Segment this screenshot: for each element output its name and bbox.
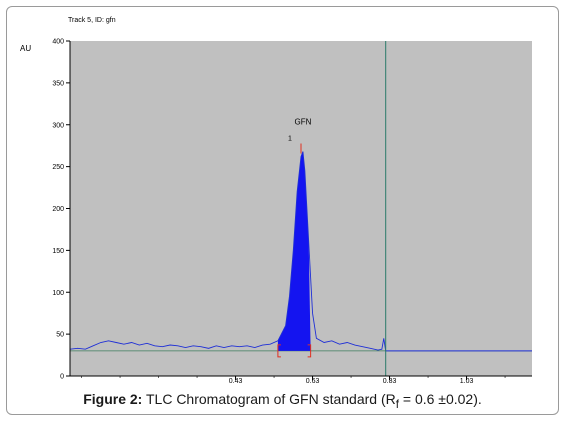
x-tick-label: 0.83 — [383, 378, 397, 385]
y-tick-label: 250 — [52, 164, 64, 171]
track-label: Track 5, ID: gfn — [68, 17, 116, 24]
y-axis-label: AU — [20, 44, 31, 53]
peak-label: GFN — [295, 118, 312, 127]
peak-number: 1 — [288, 136, 292, 143]
caption-text: TLC Chromatogram of GFN standard (R — [145, 391, 396, 407]
y-tick-label: 350 — [52, 80, 64, 87]
peak-boundary-marker — [307, 344, 312, 358]
peak-boundary-marker — [277, 344, 281, 358]
figure-caption: Figure 2: TLC Chromatogram of GFN standa… — [0, 391, 565, 411]
x-tick-label: 1.03 — [460, 378, 474, 385]
y-tick-label: 100 — [52, 290, 64, 297]
caption-label: Figure 2: — [83, 391, 143, 407]
y-tick-label: 300 — [52, 122, 64, 129]
y-tick-label: 0 — [60, 374, 64, 381]
caption-text-end: = 0.6 ±0.02). — [398, 391, 482, 407]
x-tick-label: 0.43 — [229, 378, 243, 385]
caption-subscript: f — [395, 397, 399, 411]
chromatogram-trace — [69, 151, 532, 352]
chromatogram-chart: Track 5, ID: gfn AU 0 50 100 150 200 250 300 35… — [20, 17, 532, 385]
y-tick-label: 150 — [52, 248, 64, 255]
x-tick-label: 0.63 — [306, 378, 320, 385]
peak-area — [277, 151, 311, 351]
y-tick-label: 50 — [56, 332, 64, 339]
y-tick-label: 200 — [52, 206, 64, 213]
y-tick-label: 400 — [52, 39, 64, 46]
